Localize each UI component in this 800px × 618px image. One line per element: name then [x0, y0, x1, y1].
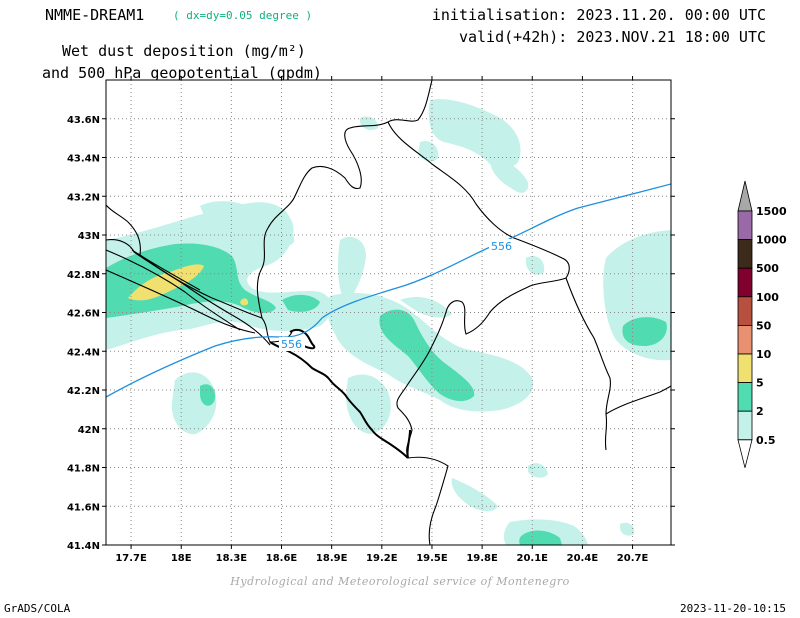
valid-time: valid(+42h): 2023.NOV.21 18:00 UTC — [458, 28, 766, 46]
render-timestamp: 2023-11-20-10:15 — [680, 602, 786, 615]
lon-tick-label: 19.8E — [466, 553, 498, 564]
model-name: NMME-DREAM1 — [45, 6, 145, 24]
lat-tick-label: 41.8N — [67, 464, 100, 475]
legend-swatch — [737, 239, 753, 269]
lat-tick-label: 42.6N — [67, 309, 100, 320]
geopotential-contour-556 — [106, 183, 671, 398]
lat-lon-grid — [106, 80, 671, 545]
legend-level-label: 50 — [756, 319, 772, 332]
product-title-line1: Wet dust deposition (mg/m²) — [62, 42, 306, 60]
lat-tick-label: 43.6N — [67, 115, 100, 126]
contour-label-1: 556 — [281, 338, 302, 351]
lon-tick-label: 20.7E — [617, 553, 649, 564]
legend-swatch — [737, 410, 753, 441]
legend-swatch — [737, 382, 753, 412]
software-label: GrADS/COLA — [4, 602, 71, 615]
lon-tick-label: 18.6E — [266, 553, 298, 564]
lat-tick-label: 42.4N — [67, 347, 100, 358]
coastline — [269, 328, 411, 459]
lon-tick-label: 17.7E — [115, 553, 147, 564]
contour-label-bg-2 — [489, 239, 515, 253]
product-title-line2: and 500 hPa geopotential (gpdm) — [42, 64, 322, 82]
deposition-fields — [106, 99, 671, 545]
lon-tick-label: 18.3E — [216, 553, 248, 564]
legend-level-label: 2 — [756, 405, 764, 418]
latitude-axis: 43.6N 43.4N 43.2N 43N 42.8N 42.6N 42.4N 42.2N 42… — [67, 115, 675, 552]
legend-swatch — [737, 296, 753, 326]
lat-tick-label: 43.2N — [67, 192, 100, 203]
contour-label-bg-1 — [279, 337, 305, 351]
legend-swatch — [737, 267, 753, 298]
initialisation-time: initialisation: 2023.11.20. 00:00 UTC — [431, 6, 766, 24]
color-legend: 1500 1000 500 100 50 10 5 2 0.5 — [737, 180, 787, 468]
lon-tick-label: 18E — [171, 553, 192, 564]
legend-level-label: 1000 — [756, 234, 787, 247]
lat-tick-label: 43N — [78, 231, 100, 242]
deposition-class-5 — [128, 264, 249, 306]
legend-level-label: 100 — [756, 291, 779, 304]
lat-tick-label: 41.4N — [67, 541, 100, 552]
longitude-axis: 17.7E 18E 18.3E 18.6E 18.9E 19.2E 19.5E 19.8E 20… — [115, 76, 648, 564]
contour-label-2: 556 — [491, 240, 512, 253]
legend-swatch — [737, 353, 753, 384]
resolution-note: ( dx=dy=0.05 degree ) — [173, 9, 313, 22]
legend-level-label: 10 — [756, 348, 772, 361]
country-borders — [106, 80, 671, 545]
lon-tick-label: 18.9E — [316, 553, 348, 564]
legend-bottom-arrow — [737, 439, 753, 468]
legend-level-label: 1500 — [756, 205, 787, 218]
lon-tick-label: 19.5E — [416, 553, 448, 564]
lat-tick-label: 42N — [78, 425, 100, 436]
lon-tick-label: 20.1E — [516, 553, 548, 564]
lat-tick-label: 42.2N — [67, 386, 100, 397]
lat-tick-label: 42.8N — [67, 270, 100, 281]
legend-top-arrow — [737, 180, 753, 212]
lon-tick-label: 20.4E — [567, 553, 599, 564]
legend-level-label: 500 — [756, 262, 779, 275]
legend-swatch — [737, 324, 753, 355]
credit-line: Hydrological and Meteorological service … — [230, 575, 570, 588]
legend-swatch — [737, 210, 753, 241]
legend-level-label: 5 — [756, 377, 764, 390]
lat-tick-label: 41.6N — [67, 502, 100, 513]
lon-tick-label: 19.2E — [366, 553, 398, 564]
lat-tick-label: 43.4N — [67, 154, 100, 165]
legend-level-label: 0.5 — [756, 434, 776, 447]
